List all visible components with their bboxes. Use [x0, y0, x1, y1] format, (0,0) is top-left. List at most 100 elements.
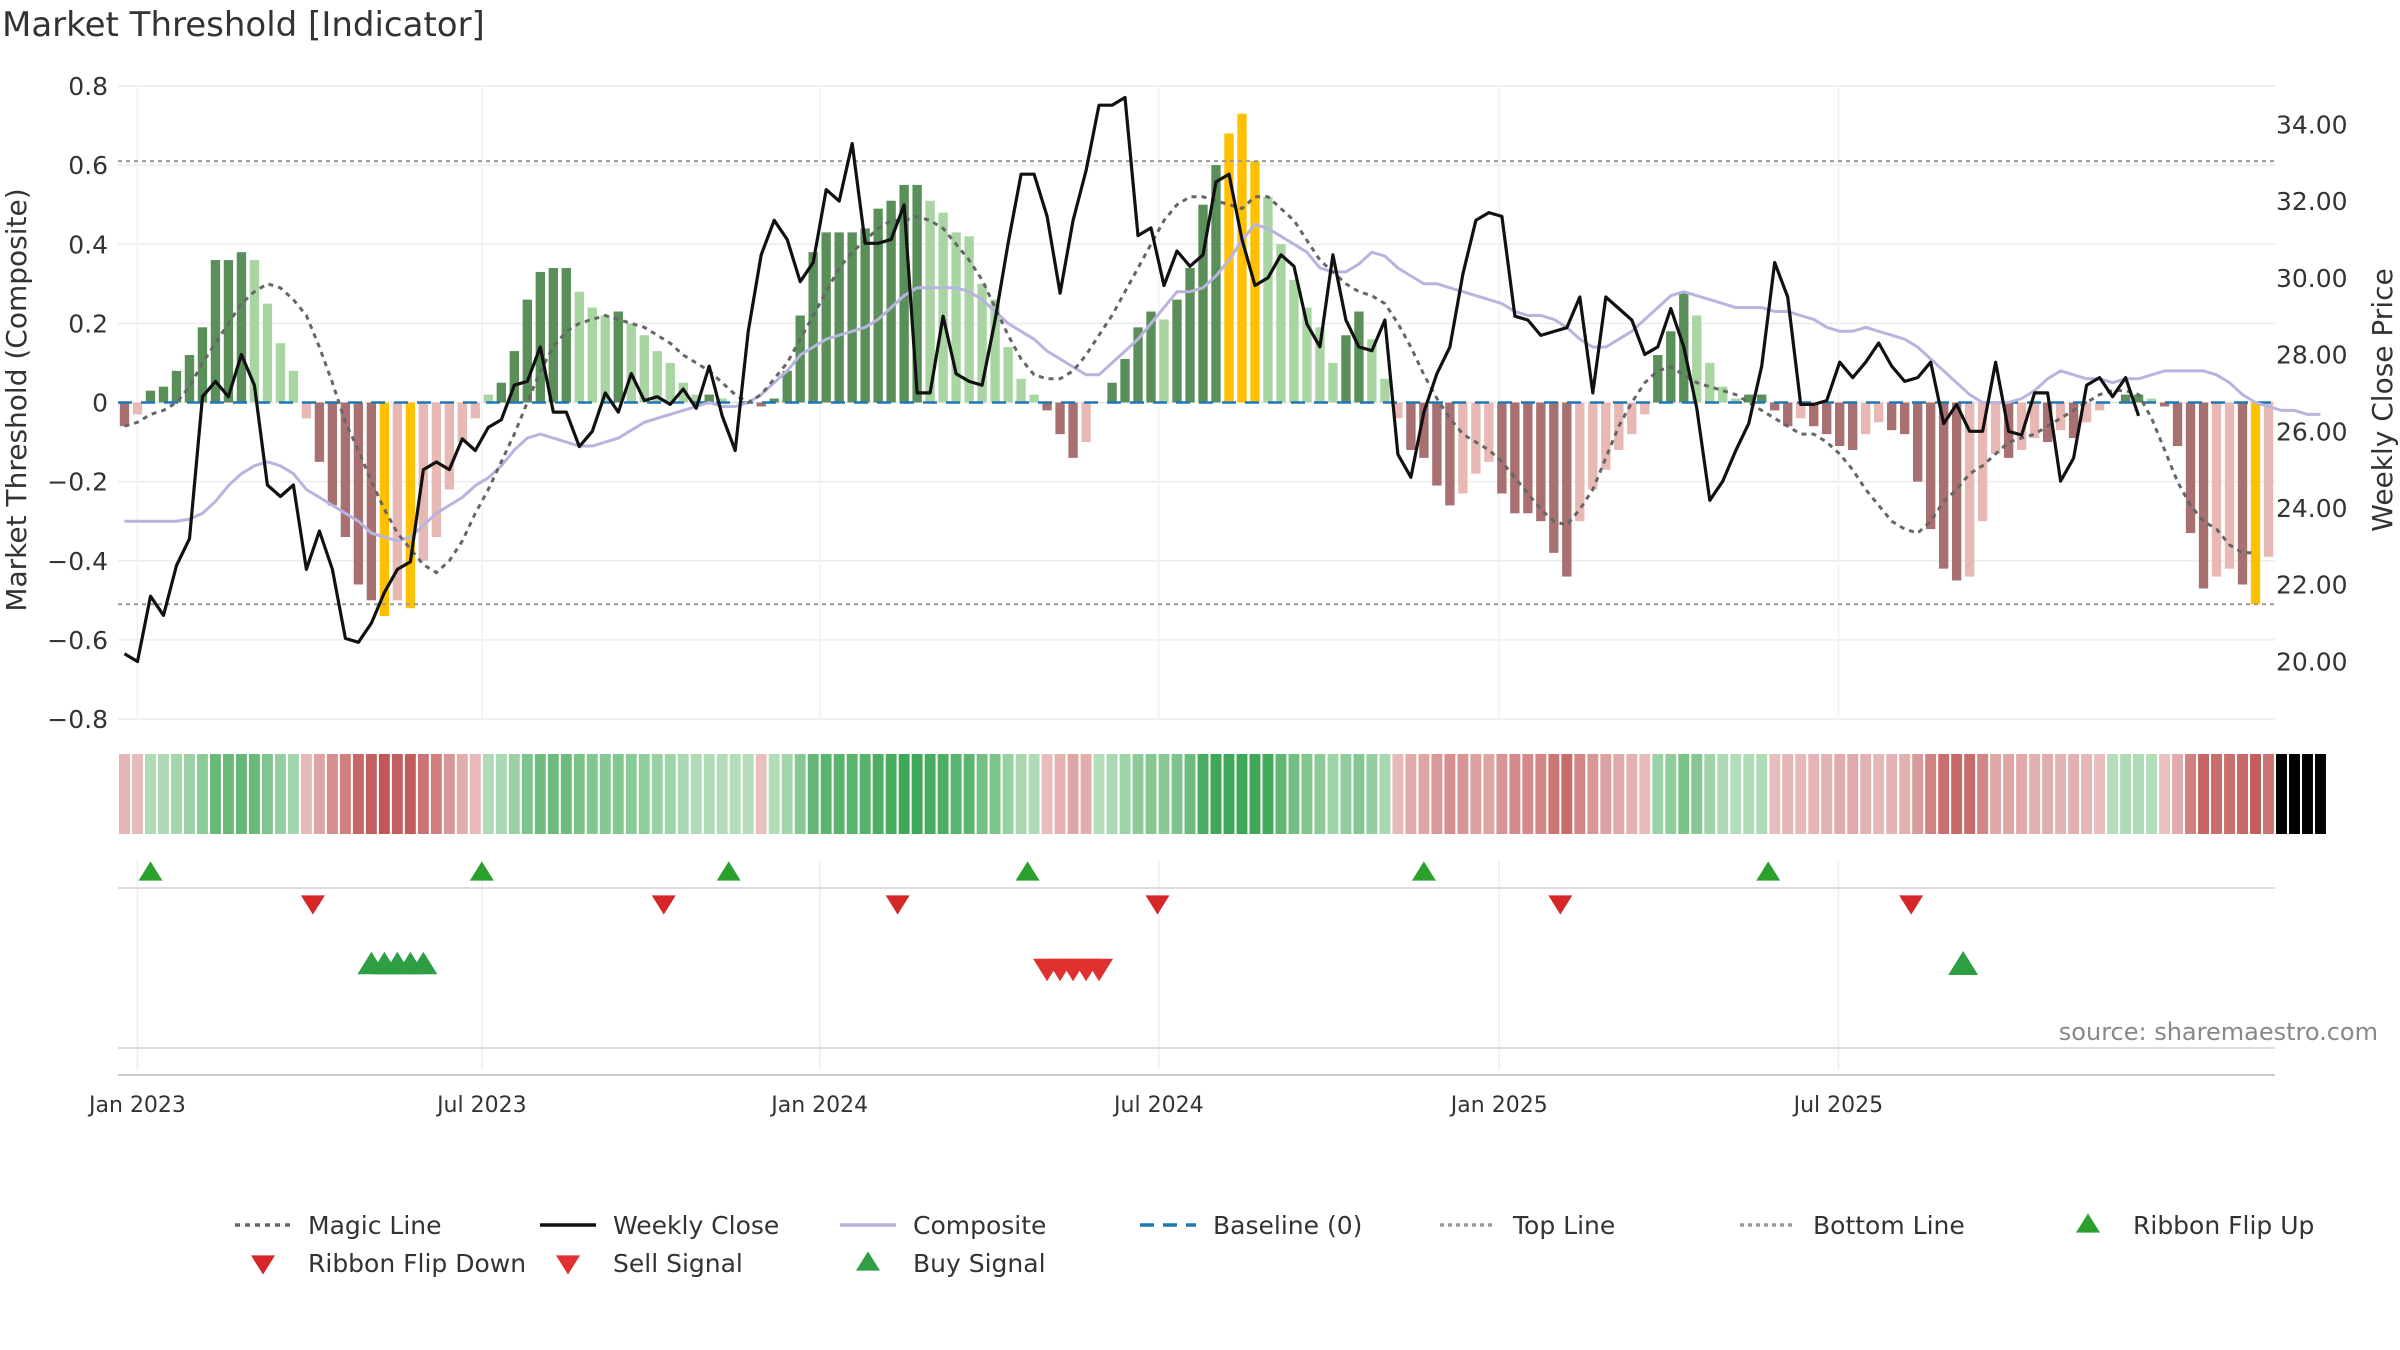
legend-swatch [856, 1251, 880, 1271]
ribbon-cell [1041, 754, 1053, 834]
ribbon-cell [2211, 754, 2222, 834]
composite-bar [782, 370, 792, 403]
composite-bar [1899, 402, 1910, 435]
x-tick-label: Jul 2025 [1792, 1093, 1884, 1118]
source-label: source: sharemaestro.com [2059, 1018, 2378, 1046]
ribbon-cell [1977, 754, 1989, 834]
composite-bar [912, 184, 922, 403]
composite-bar [600, 315, 610, 403]
ribbon-cell [352, 754, 364, 834]
composite-bar [1627, 402, 1637, 435]
composite-bar [1874, 402, 1884, 423]
composite-bar [1029, 394, 1039, 403]
composite-bar [1328, 362, 1338, 403]
ribbon-cell [2055, 754, 2067, 834]
ribbon-cell [586, 754, 598, 834]
legend-label: Buy Signal [913, 1249, 1046, 1278]
ribbon-cell [378, 754, 390, 834]
composite-bar [353, 402, 364, 585]
composite-bar [1848, 402, 1858, 450]
composite-bar [1484, 402, 1494, 462]
composite-bar [821, 232, 831, 403]
ribbon-cell [2016, 754, 2028, 834]
composite-bar [509, 351, 519, 403]
composite-bar [2250, 402, 2261, 605]
ribbon-cell [690, 754, 702, 834]
ribbon-cell [1522, 754, 1534, 834]
buy-signal-marker [1948, 951, 1979, 975]
y-axis-tick-labels: 0.8 0.6 0.4 0.2 0 −0.2 −0.4 −0.6 −0.8 [47, 72, 108, 734]
ribbon-cell [287, 754, 299, 834]
composite-bar [1393, 402, 1403, 419]
ribbon-cell [1158, 754, 1170, 834]
buy-signal-marker [409, 951, 438, 975]
ribbon-cell [1054, 754, 1066, 834]
composite-bar [587, 307, 597, 403]
composite-bar [1185, 267, 1195, 403]
ribbon-cell [456, 754, 468, 834]
composite-bar [1341, 335, 1351, 403]
legend-label: Baseline (0) [1213, 1211, 1362, 1240]
composite-bar [1964, 402, 1975, 577]
ribbon-cell [807, 754, 819, 834]
composite-bar [977, 283, 987, 403]
y2-tick-label: 20.00 [2276, 647, 2348, 676]
ribbon-cell [2198, 754, 2209, 834]
ribbon-cell [1821, 754, 1833, 834]
composite-bar [1237, 113, 1247, 403]
ribbon-cell [534, 754, 546, 834]
ribbon-cell [1808, 754, 1820, 834]
composite-bar [1224, 133, 1234, 403]
ribbon-cell [989, 754, 1001, 834]
ribbon-flip-down-marker [300, 895, 325, 915]
ribbon-cell [1639, 754, 1651, 834]
composite-bar [2172, 402, 2183, 447]
ribbon-cell [1860, 754, 1872, 834]
legend-swatch [2076, 1213, 2100, 1233]
ribbon-cell [2068, 754, 2080, 834]
composite-bar [314, 402, 325, 462]
composite-bar [171, 370, 182, 403]
y-tick-label: −0.4 [47, 547, 108, 576]
composite-bar [2146, 398, 2157, 403]
ribbon-cell [261, 754, 273, 834]
y-tick-label: 0.4 [68, 230, 108, 259]
composite-bar [1471, 402, 1481, 474]
ribbon-cell [1119, 754, 1131, 834]
ribbon-cell [495, 754, 507, 834]
composite-bar [223, 260, 234, 403]
composite-bar [1003, 347, 1013, 403]
ribbon-cell [1236, 754, 1248, 834]
ribbon-cell [1626, 754, 1638, 834]
ribbon-cell [197, 754, 208, 834]
composite-bar [886, 200, 896, 403]
composite-bar [1432, 402, 1442, 486]
y-tick-label: 0.8 [68, 72, 108, 101]
ribbon-cell [703, 754, 715, 834]
composite-bar [418, 402, 429, 561]
ribbon-cell [119, 754, 130, 834]
composite-bar [1718, 386, 1728, 403]
y2-tick-label: 22.00 [2276, 571, 2348, 600]
ribbon-cell [833, 754, 845, 834]
series-lines [123, 95, 2321, 664]
y-tick-label: −0.2 [47, 468, 108, 497]
composite-bar [275, 343, 286, 403]
ribbon-cell [2315, 754, 2326, 834]
ribbon-cell [1652, 754, 1664, 834]
ribbon-cell [560, 754, 572, 834]
ribbon-cell [1067, 754, 1079, 834]
ribbon-cell [158, 754, 169, 834]
composite-bar [847, 232, 857, 403]
ribbon-cell [872, 754, 884, 834]
y2-tick-label: 26.00 [2276, 417, 2348, 446]
ribbon-cell [1106, 754, 1118, 834]
ribbon-cell [1288, 754, 1300, 834]
composite-bar [834, 232, 844, 403]
composite-bar [1809, 402, 1819, 427]
composite-bar [795, 315, 805, 403]
composite-bar [1120, 358, 1130, 403]
ribbon-cell [1028, 754, 1040, 834]
ribbon-cell [599, 754, 611, 834]
ribbon-cell [1717, 754, 1729, 834]
